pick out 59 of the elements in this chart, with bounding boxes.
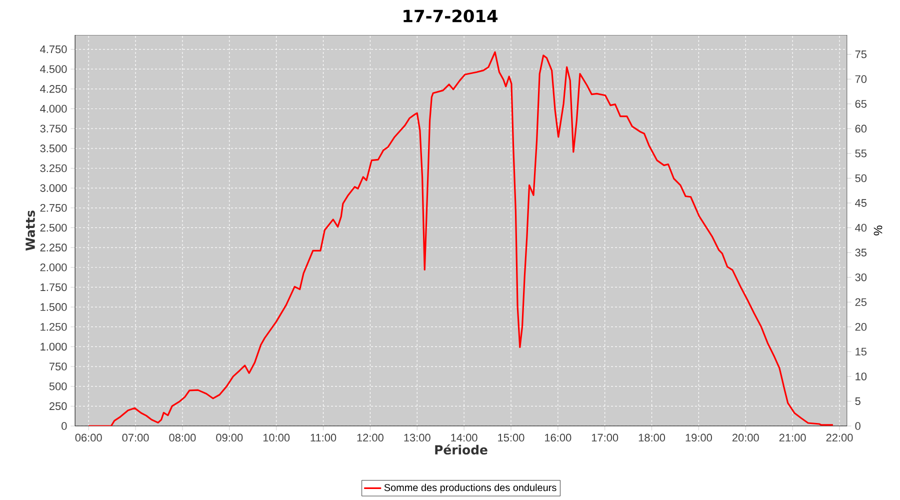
x-tick-label: 17:00 <box>592 434 618 442</box>
legend-label: Somme des productions des onduleurs <box>384 484 556 494</box>
y-tick-label: 4.750 <box>40 45 67 54</box>
x-tick-label: 06:00 <box>75 434 102 442</box>
y-tick-label: 2.750 <box>40 204 67 212</box>
y-tick-label: 4.250 <box>40 85 67 93</box>
x-tick-label: 15:00 <box>498 434 524 442</box>
y-tick-label: 2.000 <box>40 264 67 272</box>
y2-tick-label: 35 <box>855 248 867 256</box>
x-tick-label: 07:00 <box>122 434 149 442</box>
y-tick-label: 0 <box>62 422 67 430</box>
y2-tick-label: 20 <box>855 323 867 331</box>
y2-tick-label: 15 <box>856 348 867 356</box>
y-axis-title: Watts <box>26 210 35 251</box>
y2-tick-label: 50 <box>855 174 867 182</box>
y-tick-label: 4.000 <box>40 104 67 113</box>
x-tick-label: 14:00 <box>451 434 478 442</box>
y2-tick-label: 45 <box>855 199 867 207</box>
y2-tick-label: 5 <box>855 397 860 406</box>
y-tick-label: 500 <box>49 382 67 390</box>
x-tick-label: 22:00 <box>826 434 853 442</box>
y2-tick-label: 40 <box>855 224 867 232</box>
line-series <box>88 51 834 426</box>
y-tick-label: 2.500 <box>40 224 67 232</box>
y2-tick-label: 75 <box>855 50 867 58</box>
y-tick-label: 3.000 <box>40 184 67 192</box>
y-tick-label: 750 <box>50 362 67 370</box>
y2-tick-label: 60 <box>855 124 867 133</box>
y-tick-label: 250 <box>49 402 67 410</box>
y2-axis-title: % <box>874 226 882 236</box>
y-tick-label: 1.000 <box>40 342 67 351</box>
y-tick-label: 1.250 <box>40 322 67 331</box>
x-tick-label: 20:00 <box>732 434 759 442</box>
x-tick-label: 08:00 <box>169 434 196 442</box>
x-tick-label: 21:00 <box>779 434 806 442</box>
x-axis-title: Période <box>435 444 488 455</box>
chart-title: 17-7-2014 <box>404 10 498 22</box>
y2-tick-label: 25 <box>855 298 867 306</box>
y-tick-label: 1.500 <box>40 303 67 311</box>
y2-tick-label: 70 <box>855 75 867 83</box>
y-tick-label: 2.250 <box>40 244 67 252</box>
x-tick-label: 10:00 <box>263 434 290 442</box>
x-tick-label: 13:00 <box>404 434 430 442</box>
y2-tick-label: 30 <box>855 273 867 282</box>
x-tick-label: 11:00 <box>310 434 336 442</box>
y-tick-label: 4.500 <box>40 65 67 73</box>
y-tick-label: 1.750 <box>40 283 67 292</box>
y-tick-label: 3.750 <box>40 124 67 132</box>
y2-tick-label: 65 <box>855 100 867 108</box>
x-tick-label: 16:00 <box>545 434 572 442</box>
x-tick-label: 19:00 <box>686 434 712 442</box>
x-tick-label: 09:00 <box>216 434 243 442</box>
y2-tick-label: 55 <box>855 150 867 158</box>
y-tick-label: 3.500 <box>40 144 67 152</box>
x-tick-label: 18:00 <box>638 434 666 442</box>
y2-tick-label: 0 <box>855 422 860 430</box>
y-tick-label: 3.250 <box>40 164 67 172</box>
x-tick-label: 12:00 <box>357 434 384 442</box>
y2-tick-label: 10 <box>856 372 867 380</box>
